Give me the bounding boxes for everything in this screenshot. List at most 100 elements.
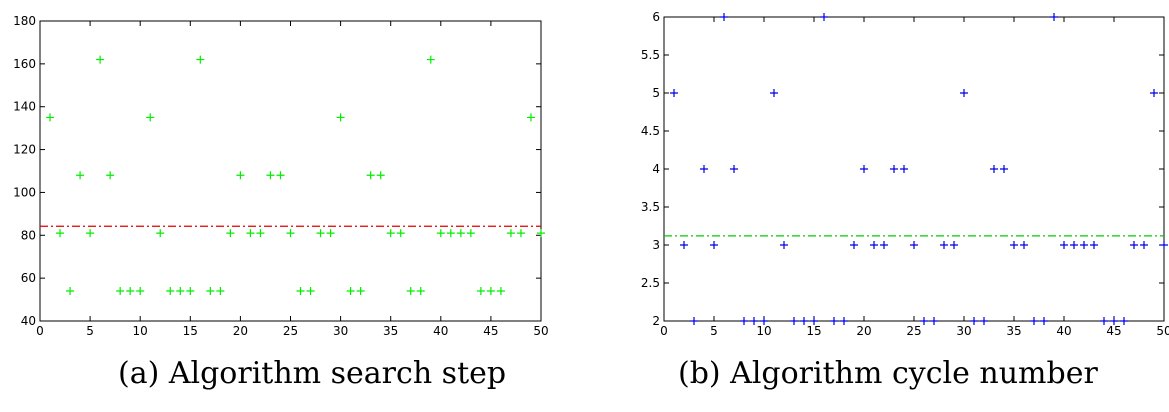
x-tick-label-a: 25 xyxy=(283,324,298,338)
data-point-b xyxy=(690,317,698,325)
data-point-a xyxy=(46,113,55,122)
data-point-a xyxy=(426,55,435,64)
chart-a: 0 5 10 15 20 25 30 35 40 45 50 40 60 80 100 120 140 160 18… xyxy=(13,14,549,338)
data-point-b xyxy=(1140,241,1148,249)
y-tick-label-b: 3.5 xyxy=(641,200,660,214)
data-point-b xyxy=(870,241,878,249)
y-tick-label-a: 160 xyxy=(13,57,36,71)
data-point-a xyxy=(537,229,545,238)
x-tick-label-a: 0 xyxy=(36,324,44,338)
data-point-a xyxy=(206,287,215,295)
data-point-a xyxy=(156,229,165,238)
x-tick-label-a: 20 xyxy=(233,324,248,338)
data-point-b xyxy=(880,241,888,249)
data-point-a xyxy=(236,171,245,180)
x-tick-label-a: 30 xyxy=(333,324,348,338)
data-point-a xyxy=(406,287,415,295)
data-point-b xyxy=(1020,241,1028,249)
data-point-b xyxy=(720,13,728,21)
data-point-a xyxy=(226,229,235,238)
x-tick-label-b: 25 xyxy=(906,324,921,338)
x-tick-label-b: 35 xyxy=(1006,324,1021,338)
y-tick-label-a: 60 xyxy=(21,271,36,285)
data-point-a xyxy=(66,287,75,295)
data-point-b xyxy=(780,241,788,249)
x-tick-label-a: 50 xyxy=(533,324,548,338)
y-tick-label-a: 140 xyxy=(13,100,36,114)
y-tick-label-b: 6 xyxy=(652,10,660,24)
chart-b: 0 5 10 15 20 25 30 35 40 45 50 2 2.5 3 3.5 4 4.5 5 5.5 6 xyxy=(641,10,1169,338)
data-point-a xyxy=(346,287,355,295)
data-point-b xyxy=(770,89,778,97)
y-tick-label-b: 4.5 xyxy=(641,124,660,138)
data-point-a xyxy=(326,229,335,238)
data-point-a xyxy=(216,287,225,295)
caption-a: (a) Algorithm search step xyxy=(118,356,507,391)
data-point-b xyxy=(1160,241,1168,249)
data-point-b xyxy=(990,165,998,173)
data-point-a xyxy=(266,171,275,180)
y-tick-label-a: 180 xyxy=(13,14,36,28)
y-tick-label-b: 2.5 xyxy=(641,276,660,290)
data-point-b xyxy=(700,165,708,173)
x-tick-label-b: 0 xyxy=(660,324,668,338)
x-tick-label-a: 40 xyxy=(433,324,448,338)
data-point-a xyxy=(516,229,525,238)
data-point-a xyxy=(126,287,135,295)
data-point-b xyxy=(910,241,918,249)
x-tick-label-b: 10 xyxy=(756,324,771,338)
x-tick-label-b: 15 xyxy=(806,324,821,338)
y-tick-label-b: 3 xyxy=(652,238,660,252)
data-point-b xyxy=(1110,317,1118,325)
data-point-a xyxy=(116,287,125,295)
data-point-b xyxy=(760,317,768,325)
data-point-b xyxy=(980,317,988,325)
x-tick-label-b: 50 xyxy=(1156,324,1169,338)
data-point-a xyxy=(86,229,95,238)
data-point-b xyxy=(1060,241,1068,249)
data-point-b xyxy=(970,317,978,325)
y-tick-label-b: 4 xyxy=(652,162,660,176)
x-tick-label-a: 35 xyxy=(383,324,398,338)
data-point-b xyxy=(1050,13,1058,21)
data-point-b xyxy=(830,317,838,325)
data-point-a xyxy=(166,287,175,295)
data-point-a xyxy=(96,55,105,64)
data-point-a xyxy=(336,113,345,122)
y-tick-label-a: 40 xyxy=(21,314,36,328)
data-point-b xyxy=(790,317,798,325)
data-point-b xyxy=(680,241,688,249)
data-point-b xyxy=(920,317,928,325)
data-point-b xyxy=(820,13,828,21)
data-point-a xyxy=(466,229,475,238)
data-point-b xyxy=(940,241,948,249)
data-point-a xyxy=(176,287,185,295)
data-point-a xyxy=(396,229,405,238)
data-point-b xyxy=(800,317,808,325)
data-point-b xyxy=(730,165,738,173)
data-point-b xyxy=(1100,317,1108,325)
data-point-b xyxy=(960,89,968,97)
data-point-b xyxy=(1120,317,1128,325)
data-point-a xyxy=(456,229,465,238)
data-point-b xyxy=(890,165,898,173)
data-point-b xyxy=(1070,241,1078,249)
x-tick-label-a: 45 xyxy=(483,324,498,338)
data-point-a xyxy=(76,171,85,180)
data-point-a xyxy=(366,171,375,180)
data-point-b xyxy=(1090,241,1098,249)
y-tick-label-a: 100 xyxy=(13,185,36,199)
y-tick-label-b: 5.5 xyxy=(641,48,660,62)
data-point-b xyxy=(750,317,758,325)
data-point-b xyxy=(1130,241,1138,249)
data-point-b xyxy=(1010,241,1018,249)
data-point-b xyxy=(1000,165,1008,173)
x-tick-label-b: 40 xyxy=(1056,324,1071,338)
data-point-a xyxy=(286,229,295,238)
data-point-b xyxy=(670,89,678,97)
data-point-b xyxy=(810,317,818,325)
caption-b: (b) Algorithm cycle number xyxy=(678,356,1098,391)
data-point-a xyxy=(316,229,325,238)
data-point-a xyxy=(356,287,365,295)
